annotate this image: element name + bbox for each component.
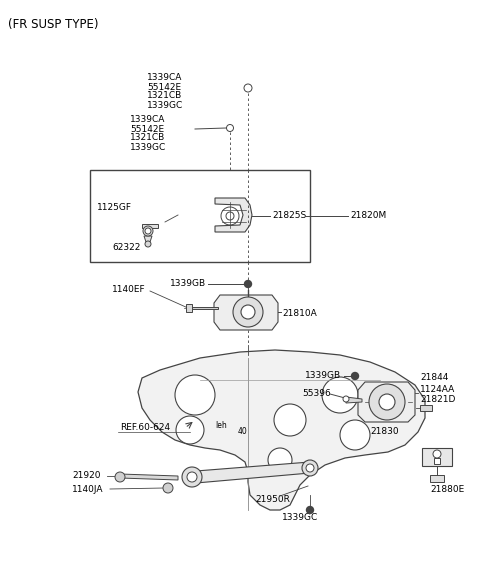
Text: 1140EF: 1140EF	[112, 286, 145, 294]
Text: 1339GC: 1339GC	[147, 100, 183, 109]
Circle shape	[241, 305, 255, 319]
Polygon shape	[422, 448, 452, 466]
Bar	[90, 170, 310, 262]
Text: 1339CA: 1339CA	[147, 74, 182, 82]
Text: 1339GB: 1339GB	[305, 370, 341, 380]
Circle shape	[306, 464, 314, 472]
Polygon shape	[142, 224, 158, 228]
Text: 55142E: 55142E	[147, 82, 181, 92]
Text: 1124AA: 1124AA	[420, 385, 455, 393]
Circle shape	[340, 420, 370, 450]
Text: 55142E: 55142E	[130, 124, 164, 134]
Text: 21844: 21844	[420, 373, 448, 382]
Polygon shape	[188, 462, 315, 483]
Circle shape	[369, 384, 405, 420]
Circle shape	[343, 396, 349, 402]
Text: 21820M: 21820M	[350, 211, 386, 221]
Circle shape	[274, 404, 306, 436]
Polygon shape	[434, 458, 440, 464]
Polygon shape	[420, 405, 432, 411]
Text: 21821D: 21821D	[420, 396, 456, 404]
Text: (FR SUSP TYPE): (FR SUSP TYPE)	[8, 18, 98, 31]
Text: 21825S: 21825S	[272, 211, 306, 221]
Text: 21880E: 21880E	[430, 486, 464, 495]
Text: 55396: 55396	[302, 388, 331, 397]
Circle shape	[244, 84, 252, 92]
Text: 1321CB: 1321CB	[130, 134, 165, 142]
Circle shape	[182, 467, 202, 487]
Circle shape	[307, 506, 313, 513]
Circle shape	[227, 124, 233, 131]
Polygon shape	[430, 475, 444, 482]
Text: 1125GF: 1125GF	[97, 203, 132, 213]
Text: 1339GC: 1339GC	[282, 513, 318, 522]
Circle shape	[187, 472, 197, 482]
Text: 1339GC: 1339GC	[130, 142, 166, 151]
Circle shape	[379, 394, 395, 410]
Circle shape	[268, 448, 292, 472]
Polygon shape	[120, 474, 178, 480]
Circle shape	[143, 226, 153, 236]
Polygon shape	[138, 350, 425, 510]
Polygon shape	[190, 307, 218, 309]
Text: 40: 40	[238, 427, 248, 437]
Text: 1140JA: 1140JA	[72, 484, 104, 494]
Polygon shape	[358, 382, 415, 422]
Circle shape	[244, 281, 252, 287]
Circle shape	[145, 241, 151, 247]
Circle shape	[176, 416, 204, 444]
Circle shape	[175, 375, 215, 415]
Text: 21810A: 21810A	[282, 309, 317, 319]
Circle shape	[163, 483, 173, 493]
Polygon shape	[215, 198, 252, 232]
Circle shape	[433, 450, 441, 458]
Circle shape	[302, 460, 318, 476]
Circle shape	[145, 228, 151, 234]
Polygon shape	[214, 295, 278, 330]
Text: leh: leh	[215, 420, 227, 430]
Polygon shape	[346, 397, 362, 403]
Circle shape	[115, 472, 125, 482]
Circle shape	[322, 377, 358, 413]
Circle shape	[233, 297, 263, 327]
Text: 21950R: 21950R	[255, 495, 290, 503]
Circle shape	[351, 373, 359, 380]
Polygon shape	[186, 304, 192, 312]
Polygon shape	[144, 236, 152, 242]
Text: 1339GB: 1339GB	[170, 279, 206, 287]
Text: 1321CB: 1321CB	[147, 92, 182, 100]
Text: 62322: 62322	[112, 244, 140, 252]
Text: REF.60-624: REF.60-624	[120, 423, 170, 433]
Text: 21920: 21920	[72, 471, 100, 479]
Text: 1339CA: 1339CA	[130, 116, 166, 124]
Text: 21830: 21830	[370, 427, 398, 437]
